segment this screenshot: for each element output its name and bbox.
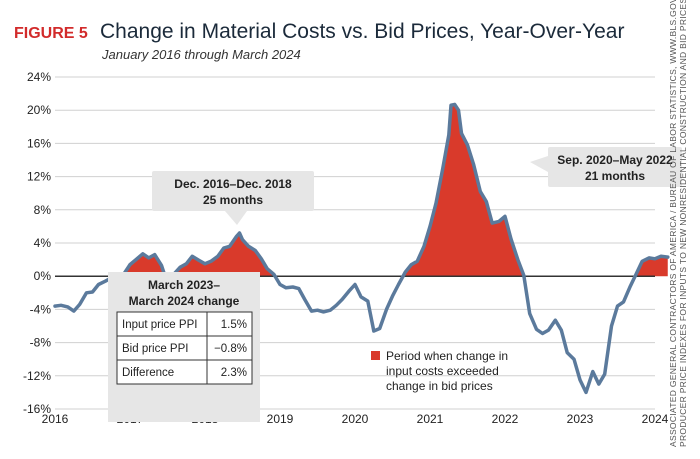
callout-line2: 25 months [203, 193, 263, 207]
chart-title: Change in Material Costs vs. Bid Prices,… [100, 20, 624, 43]
legend: Period when change in input costs exceed… [371, 349, 508, 393]
legend-line1: Period when change in [386, 349, 508, 363]
y-tick-label: -4% [30, 302, 52, 316]
y-tick-label: -8% [30, 336, 52, 350]
x-tick-label: 2021 [417, 412, 444, 426]
source-line1: ASSOCIATED GENERAL CONTRACTORS OF AMERIC… [668, 0, 678, 447]
table-row-value: −0.8% [214, 343, 247, 355]
y-tick-label: 12% [27, 170, 51, 184]
callout-line2: 21 months [585, 169, 645, 183]
callout-2016-2018: Dec. 2016–Dec. 2018 25 months [152, 171, 314, 225]
table-row-label: Input price PPI [122, 319, 197, 331]
x-tick-label: 2022 [492, 412, 519, 426]
y-tick-label: 24% [27, 70, 51, 84]
callout-2020-2022: Sep. 2020–May 2022 21 months [530, 147, 682, 187]
x-tick-label: 2019 [267, 412, 294, 426]
y-tick-label: 0% [34, 269, 52, 283]
table-title-line2: March 2024 change [129, 294, 240, 308]
series-line-group [53, 102, 670, 395]
table-body [116, 311, 253, 385]
source-line2: PRODUCER PRICE INDEXES FOR INPUTS TO NEW… [678, 0, 688, 447]
y-tick-label: 16% [27, 136, 51, 150]
change-table: March 2023– March 2024 change Input pric… [108, 272, 260, 422]
table-row-label: Bid price PPI [122, 343, 188, 355]
callout-pointer [225, 211, 247, 225]
callout-line1: Sep. 2020–May 2022 [557, 153, 673, 167]
figure-label: FIGURE 5 [14, 25, 88, 42]
legend-line2: input costs exceeded [386, 364, 499, 378]
callout-line1: Dec. 2016–Dec. 2018 [174, 177, 292, 191]
y-tick-label: -12% [23, 369, 51, 383]
table-title-line1: March 2023– [148, 278, 220, 292]
y-tick-label: 8% [34, 203, 52, 217]
shaded-period [121, 253, 166, 277]
y-tick-label: 20% [27, 103, 51, 117]
x-tick-label: 2024 [642, 412, 669, 426]
legend-swatch [371, 351, 380, 360]
y-tick-label: 4% [34, 236, 52, 250]
callout-pointer [530, 156, 548, 172]
legend-line3: change in bid prices [386, 379, 493, 393]
table-row-value: 2.3% [221, 367, 247, 379]
chart-subtitle: January 2016 through March 2024 [101, 47, 301, 62]
y-tick-label: -16% [23, 402, 51, 416]
series-line [53, 102, 670, 395]
x-tick-label: 2023 [567, 412, 594, 426]
callout-box [548, 147, 682, 187]
shaded-period [403, 104, 524, 277]
x-tick-label: 2016 [42, 412, 69, 426]
table-row-value: 1.5% [221, 319, 247, 331]
y-axis-ticks: 24% 20% 16% 12% 8% 4% 0% -4% -8% -12% -16% [23, 70, 51, 416]
source-note: ASSOCIATED GENERAL CONTRACTORS OF AMERIC… [668, 0, 688, 447]
shaded-period [172, 233, 275, 277]
x-tick-label: 2020 [342, 412, 369, 426]
table-row-label: Difference [122, 367, 174, 379]
callout-box [152, 171, 314, 211]
